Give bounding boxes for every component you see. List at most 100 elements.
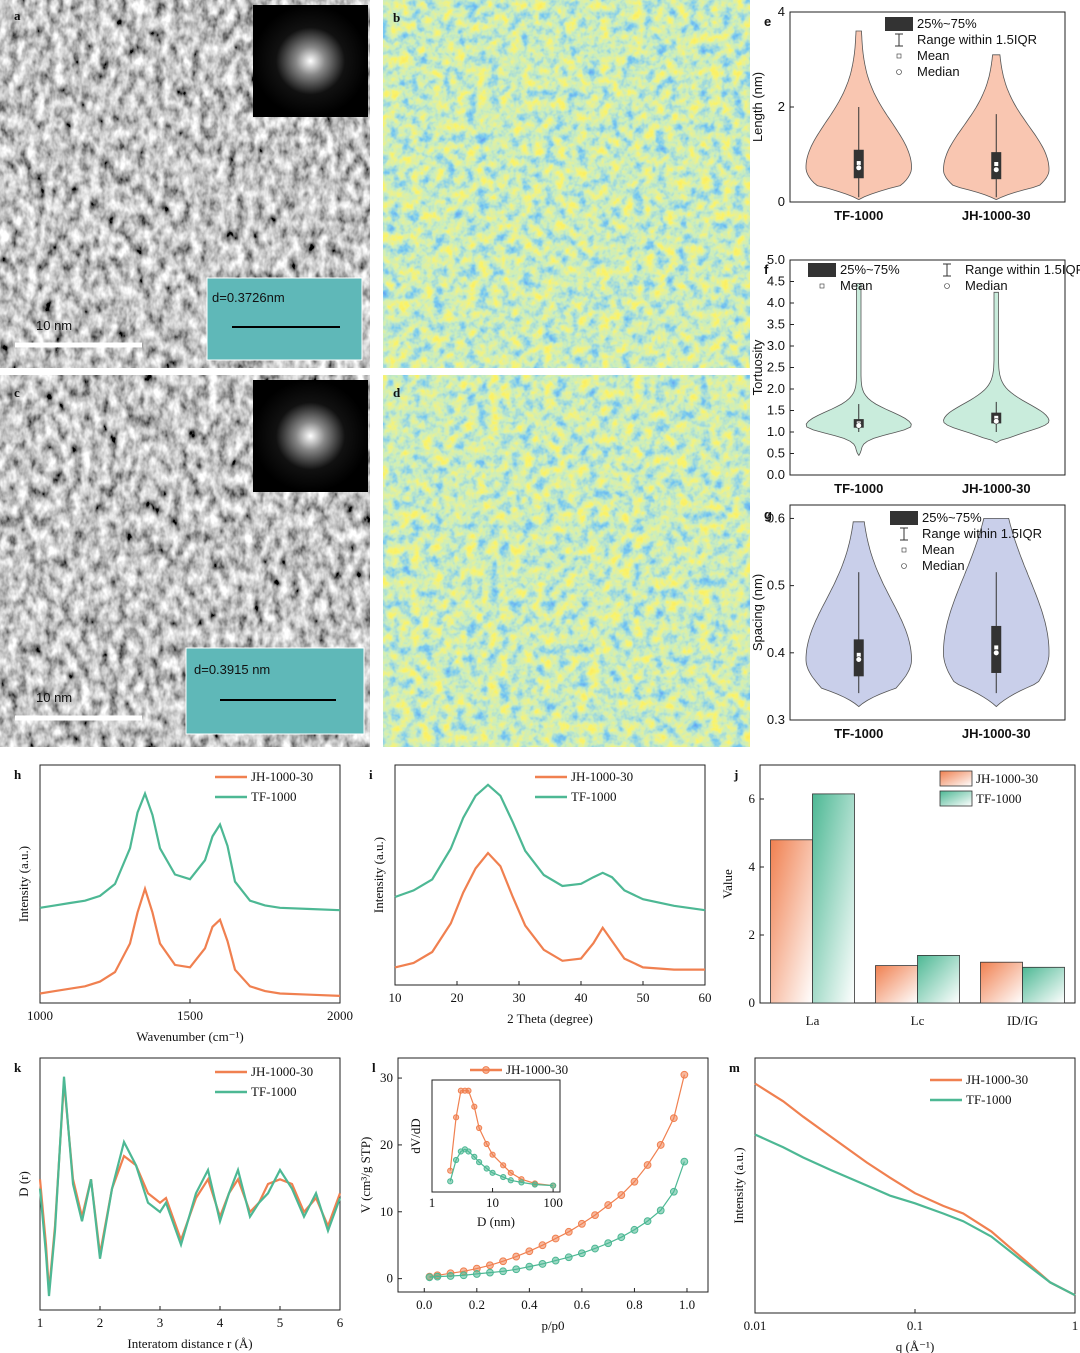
legend-marker: [482, 1066, 490, 1074]
point: [476, 1124, 483, 1132]
point: [550, 1182, 557, 1189]
x-tick-label: La: [806, 1013, 820, 1028]
y-tick-label: 20: [380, 1137, 393, 1152]
y-tick-label: 2: [749, 927, 756, 942]
legend-label: Median: [917, 64, 960, 79]
plot-frame: [789, 504, 1066, 721]
plot-frame: [394, 764, 706, 986]
spacing-text: d=0.3726nm: [212, 290, 285, 305]
legend-mean: [896, 53, 902, 59]
mean-marker: [856, 161, 861, 166]
legend-label: Range within 1.5IQR: [922, 526, 1042, 541]
y-tick-label: 0.3: [767, 712, 785, 727]
y-tick-label: 0: [387, 1271, 394, 1286]
y-tick-label: 30: [380, 1070, 393, 1085]
plot-frame: [789, 259, 1066, 476]
bar: [980, 961, 1023, 1004]
y-axis-label: D (r): [16, 1171, 31, 1197]
mean-marker: [994, 415, 999, 420]
bar: [812, 793, 855, 1004]
legend-label: Mean: [917, 48, 950, 63]
y-tick-label: 2.5: [767, 360, 785, 375]
point: [551, 1256, 560, 1265]
y-tick-label: 0.0: [767, 467, 785, 482]
legend-label: JH-1000-30: [571, 769, 633, 784]
legend-label: 25%~75%: [922, 510, 982, 525]
point: [486, 1261, 494, 1270]
y-axis-label: dV/dD: [408, 1118, 423, 1153]
panel-label: h: [14, 767, 22, 782]
point: [483, 1165, 490, 1172]
median-marker: [993, 166, 1000, 173]
legend-swatch: [885, 17, 913, 31]
point: [604, 1201, 613, 1209]
point: [669, 1187, 678, 1196]
point: [604, 1239, 613, 1248]
legend-label: Median: [965, 278, 1008, 293]
x-tick-label: 0.6: [574, 1297, 591, 1312]
legend-mean: [901, 547, 907, 553]
point: [489, 1169, 496, 1176]
x-tick-label: 0.1: [907, 1318, 923, 1333]
point: [433, 1272, 442, 1281]
series-line: [38, 1076, 342, 1297]
legend-label: TF-1000: [976, 791, 1022, 806]
chart: 1 10 100 D (nm) dV/dD: [408, 1079, 563, 1229]
x-tick-label: 50: [637, 990, 650, 1005]
x-tick-label: 0.0: [416, 1297, 432, 1312]
y-tick-label: 5.0: [767, 252, 785, 267]
point: [630, 1225, 639, 1234]
x-tick-label: 0.4: [521, 1297, 538, 1312]
y-tick-label: 1.5: [767, 403, 785, 418]
x-tick-label: 3: [157, 1315, 164, 1330]
point: [577, 1219, 586, 1228]
point: [452, 1156, 460, 1164]
spacing-text: d=0.3915 nm: [194, 662, 270, 677]
x-axis-label: p/p0: [541, 1318, 564, 1333]
panel-label: g: [764, 507, 772, 522]
point: [656, 1141, 665, 1149]
y-tick-label: 0.5: [767, 578, 785, 593]
panel-b: b: [383, 0, 750, 368]
violin: [805, 283, 912, 456]
point: [531, 1181, 538, 1188]
y-tick-label: 3.5: [767, 317, 785, 332]
legend-label: Median: [922, 558, 965, 573]
y-tick-label: 0: [749, 995, 756, 1010]
y-tick-label: 0: [778, 194, 785, 209]
median-marker: [855, 656, 862, 663]
point: [669, 1114, 678, 1123]
y-axis-label: V (cm³/g STP): [358, 1137, 373, 1214]
panel-label: j: [733, 767, 738, 782]
x-tick-label: 1500: [177, 1008, 203, 1023]
point: [476, 1159, 483, 1166]
point: [518, 1179, 525, 1186]
legend-swatch: [939, 790, 973, 807]
median-marker: [855, 422, 862, 429]
point: [459, 1271, 468, 1280]
point: [446, 1272, 455, 1280]
point: [591, 1244, 599, 1253]
y-axis-label: Tortuosity: [750, 339, 765, 395]
saed-inset: [253, 380, 368, 492]
point: [591, 1211, 599, 1220]
y-axis-label: Value: [720, 869, 735, 899]
panel-label: c: [14, 385, 20, 400]
panel-label: l: [372, 1060, 376, 1075]
point: [577, 1249, 586, 1258]
x-tick-label: 0.2: [469, 1297, 485, 1312]
x-tick-label: JH-1000-30: [962, 481, 1031, 496]
x-tick-label: 2: [97, 1315, 104, 1330]
point: [472, 1270, 481, 1278]
point: [489, 1151, 496, 1158]
chart: 0 2 4 6 Value j JH-1000-30 TF-1000 La Lc ID/IG: [720, 764, 1076, 1028]
panel-label: f: [764, 262, 769, 277]
x-tick-label: TF-1000: [834, 481, 883, 496]
panel-label: i: [369, 767, 373, 782]
inset-bg: [432, 1080, 560, 1192]
median-marker: [993, 649, 1000, 656]
legend-label: TF-1000: [251, 1084, 297, 1099]
point: [425, 1273, 434, 1282]
panel-label: k: [14, 1060, 22, 1075]
